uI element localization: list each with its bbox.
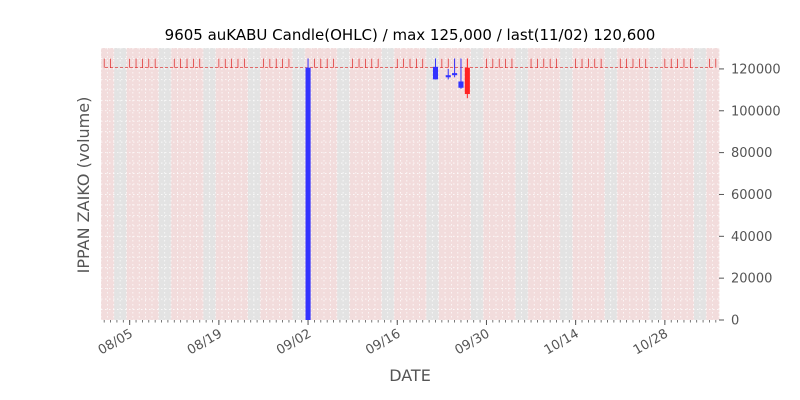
weekday-band bbox=[151, 48, 159, 320]
grid-lines bbox=[100, 47, 720, 321]
weekday-band bbox=[623, 48, 631, 320]
weekday-band bbox=[400, 48, 408, 320]
weekday-band bbox=[183, 48, 191, 320]
x-tick-label: 10/28 bbox=[631, 326, 671, 358]
weekday-band bbox=[349, 48, 357, 320]
chart-title: 9605 auKABU Candle(OHLC) / max 125,000 /… bbox=[165, 26, 656, 44]
weekday-band bbox=[464, 48, 471, 320]
weekday-band bbox=[196, 48, 204, 320]
x-tick-label: 09/16 bbox=[363, 326, 403, 358]
weekday-band bbox=[368, 48, 376, 320]
candle-body bbox=[305, 67, 311, 320]
weekday-band bbox=[132, 48, 140, 320]
weekday-band bbox=[553, 48, 561, 320]
weekday-band bbox=[139, 48, 146, 320]
weekday-band bbox=[241, 48, 248, 320]
y-axis-label: IPPAN ZAIKO (volume) bbox=[74, 97, 93, 274]
weekday-band bbox=[215, 48, 223, 320]
weekday-band bbox=[228, 48, 236, 320]
weekday-band bbox=[585, 48, 592, 320]
candle-body bbox=[432, 66, 439, 80]
weekday-band bbox=[572, 48, 580, 320]
y-tick-label: 0 bbox=[731, 314, 739, 329]
x-tick-label: 09/30 bbox=[453, 326, 493, 358]
weekday-band bbox=[527, 48, 535, 320]
weekday-band bbox=[680, 48, 688, 320]
weekday-band bbox=[540, 48, 548, 320]
candle-body bbox=[464, 67, 470, 95]
weekday-band bbox=[145, 48, 153, 320]
y-tick-label: 120000 bbox=[731, 62, 781, 77]
weekday-band bbox=[107, 48, 115, 320]
weekday-band bbox=[687, 48, 694, 320]
weekday-band bbox=[413, 48, 420, 320]
weekday-band bbox=[419, 48, 427, 320]
x-tick-label: 08/19 bbox=[185, 326, 225, 358]
weekday-band bbox=[508, 48, 516, 320]
y-tick-label: 60000 bbox=[731, 188, 772, 203]
weekday-band bbox=[445, 48, 452, 320]
weekday-band bbox=[668, 48, 675, 320]
weekday-band bbox=[617, 48, 624, 320]
x-tick-label: 09/02 bbox=[274, 326, 314, 358]
candle-body bbox=[452, 73, 458, 76]
y-tick-label: 80000 bbox=[731, 146, 772, 161]
weekday-band bbox=[177, 48, 185, 320]
candle-body bbox=[445, 75, 451, 78]
weekday-band bbox=[101, 48, 108, 320]
weekday-band bbox=[496, 48, 503, 320]
weekday-band bbox=[591, 48, 599, 320]
weekday-band bbox=[636, 48, 643, 320]
weekday-band bbox=[311, 48, 319, 320]
candles bbox=[305, 58, 470, 320]
weekday-band bbox=[355, 48, 363, 320]
x-axis-label: DATE bbox=[389, 366, 431, 385]
x-tick-label: 08/05 bbox=[96, 326, 136, 358]
y-tick-label: 100000 bbox=[731, 104, 781, 119]
weekday-band bbox=[712, 48, 720, 320]
y-tick-label: 20000 bbox=[731, 272, 772, 287]
weekday-band bbox=[451, 48, 459, 320]
y-tick-label: 40000 bbox=[731, 230, 772, 245]
weekday-band bbox=[273, 48, 280, 320]
x-tick-label: 10/14 bbox=[542, 326, 582, 358]
weekday-band bbox=[323, 48, 331, 320]
weekday-band bbox=[483, 48, 491, 320]
candle-body bbox=[458, 81, 464, 88]
weekday-band bbox=[279, 48, 287, 320]
weekday-band bbox=[260, 48, 268, 320]
